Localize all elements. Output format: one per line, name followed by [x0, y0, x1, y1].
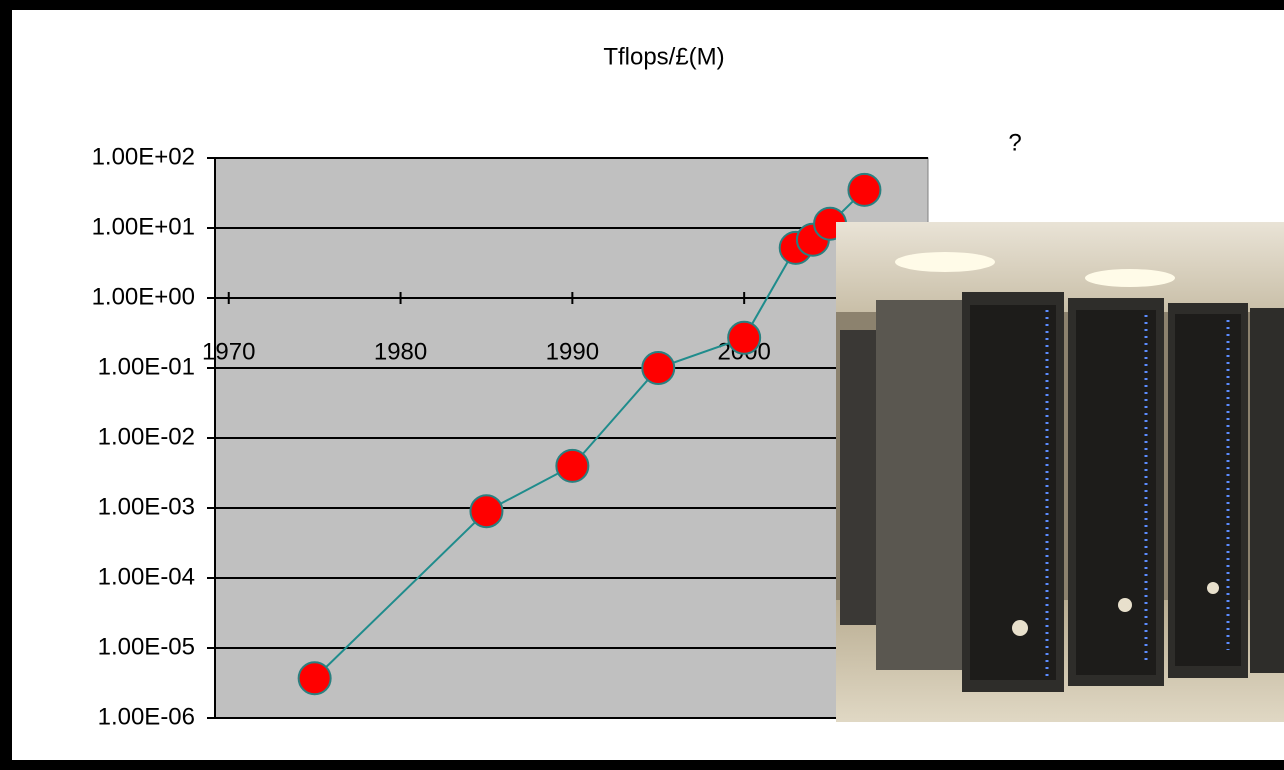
annotation: ? [1008, 129, 1021, 156]
y-tick-label: 1.00E+02 [92, 143, 195, 170]
y-tick-label: 1.00E+01 [92, 213, 195, 240]
y-tick-label: 1.00E-05 [98, 633, 195, 660]
x-tick-label: 1970 [202, 338, 255, 365]
photo-badge [1012, 620, 1028, 636]
data-point [556, 450, 588, 482]
photo-rack-door [1076, 310, 1156, 675]
photo-rack-door [1175, 314, 1241, 666]
photo-rack [840, 330, 878, 625]
y-tick-label: 1.00E-04 [98, 563, 195, 590]
data-point [728, 322, 760, 354]
chart: Tflops/£(M) ? 1.00E+021.00E+011.00E+001.… [0, 0, 1284, 770]
photo-rack-side [876, 300, 962, 670]
photo-badge [1118, 598, 1132, 612]
photo-light [1085, 269, 1175, 287]
photo-light [895, 252, 995, 272]
y-tick-label: 1.00E-01 [98, 353, 195, 380]
data-point [470, 495, 502, 527]
photo-badge [1207, 582, 1219, 594]
page: Tflops/£(M) ? 1.00E+021.00E+011.00E+001.… [0, 0, 1284, 770]
x-tick-label: 1990 [546, 338, 599, 365]
data-point [642, 352, 674, 384]
photo-rack-door [970, 305, 1056, 680]
y-tick-label: 1.00E-06 [98, 703, 195, 730]
y-tick-label: 1.00E-02 [98, 423, 195, 450]
photo-rack [1250, 308, 1284, 673]
y-tick-label: 1.00E+00 [92, 283, 195, 310]
server-photo [836, 222, 1284, 722]
data-point [299, 662, 331, 694]
x-tick-label: 1980 [374, 338, 427, 365]
data-point [848, 174, 880, 206]
plot-area: 1.00E+02 1.00E+01 1.00E+00 1.00E-01 1.00E-02… [92, 143, 928, 730]
y-tick-label: 1.00E-03 [98, 493, 195, 520]
chart-title: Tflops/£(M) [603, 43, 724, 70]
